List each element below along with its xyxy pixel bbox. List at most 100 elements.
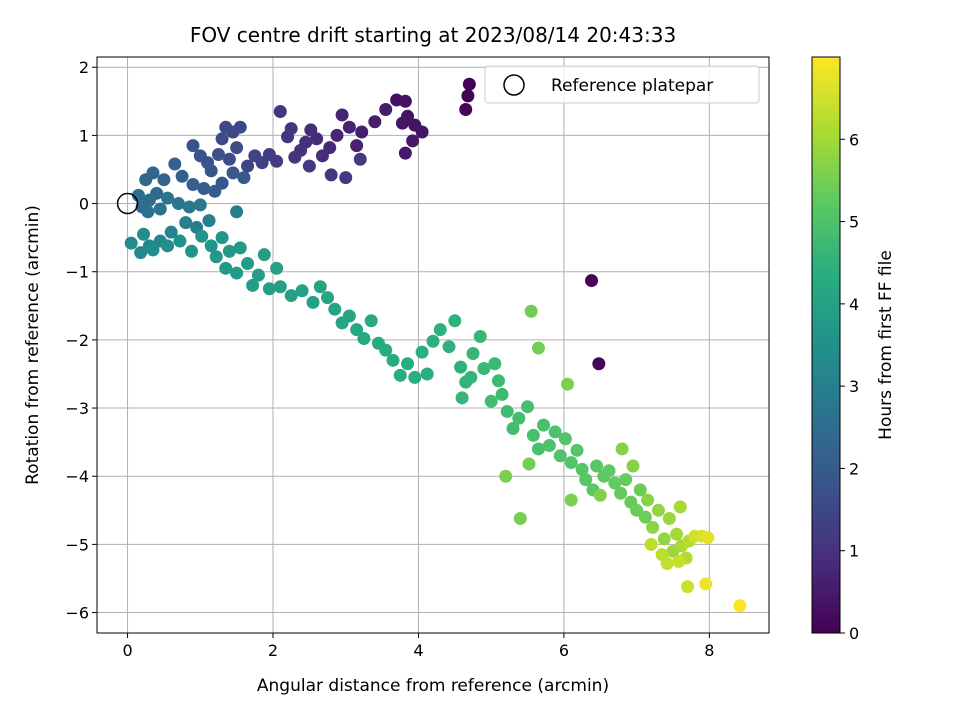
data-point [368,115,382,129]
data-point [641,493,655,507]
data-point [124,236,138,250]
data-point [226,166,240,180]
data-point [393,368,407,382]
data-point [626,459,640,473]
colorbar-tick-label: 3 [849,377,859,396]
data-point [526,428,540,442]
data-point [558,432,572,446]
data-point [585,274,599,288]
y-axis-ticks: −6 −5 −4 −3 −2 −1 0 1 2 [65,58,97,623]
data-point [273,105,287,119]
data-point [531,341,545,355]
data-point [415,125,429,139]
data-point [324,168,338,182]
data-point [182,200,196,214]
data-point [141,205,155,219]
colorbar-ticks: 0 1 2 3 4 5 6 [840,130,859,643]
data-point [512,411,526,425]
data-point [284,122,298,136]
x-tick-label: 0 [122,641,132,660]
data-point [302,159,316,173]
data-point [164,225,178,239]
data-point [660,556,674,570]
data-point [500,404,514,418]
data-point [561,377,575,391]
data-point [215,231,229,245]
data-point [466,347,480,361]
data-point [237,171,251,185]
data-point [570,443,584,457]
data-point [357,332,371,346]
data-point [230,266,244,280]
data-point [161,191,175,205]
x-tick-label: 6 [559,641,569,660]
data-point [477,362,491,376]
data-point [353,152,367,166]
y-tick-label: 0 [79,195,89,214]
data-point [185,244,199,258]
data-point [592,357,606,371]
data-point [454,360,468,374]
data-point [211,147,225,161]
data-point [398,94,412,108]
data-point [633,483,647,497]
data-point [495,387,509,401]
data-point [306,295,320,309]
data-point [733,599,747,613]
data-point [662,511,676,525]
legend-box [484,65,760,104]
data-point [153,202,167,216]
data-point [398,146,412,160]
data-point [364,314,378,328]
data-point [644,537,658,551]
data-point [651,503,665,517]
data-point [462,77,476,91]
colorbar-gradient [811,56,841,634]
data-point [406,134,420,148]
data-point [342,120,356,134]
data-point [602,464,616,478]
data-point [209,250,223,264]
data-point [295,284,309,298]
data-point [257,248,271,262]
data-point [473,329,487,343]
data-point [139,173,153,187]
x-tick-label: 8 [704,641,714,660]
data-point [401,357,415,371]
data-point [433,323,447,337]
data-point [701,531,715,545]
data-point [564,456,578,470]
y-tick-label: −2 [65,331,89,350]
data-point [415,345,429,359]
data-point [350,323,364,337]
data-point [681,580,695,594]
data-point [230,141,244,155]
data-point [542,439,556,453]
data-point [248,149,262,163]
data-point [186,139,200,153]
data-point [670,527,684,541]
data-point [350,139,364,153]
legend: Reference platepar [484,65,760,104]
data-point [646,520,660,534]
chart-title: FOV centre drift starting at 2023/08/14 … [190,23,676,47]
data-point [219,120,233,134]
data-point [288,150,302,164]
data-point [524,304,538,318]
data-point [304,123,318,137]
colorbar-tick-label: 0 [849,624,859,643]
x-tick-label: 2 [268,641,278,660]
y-axis-label: Rotation from reference (arcmin) [23,205,43,485]
x-tick-label: 4 [413,641,423,660]
data-point [328,302,342,316]
data-point [630,503,644,517]
colorbar-tick-label: 6 [849,130,859,149]
data-point [262,282,276,296]
data-point [420,367,434,381]
data-point [168,157,182,171]
legend-label: Reference platepar [551,76,713,96]
y-tick-label: 1 [79,126,89,145]
data-point [484,394,498,408]
